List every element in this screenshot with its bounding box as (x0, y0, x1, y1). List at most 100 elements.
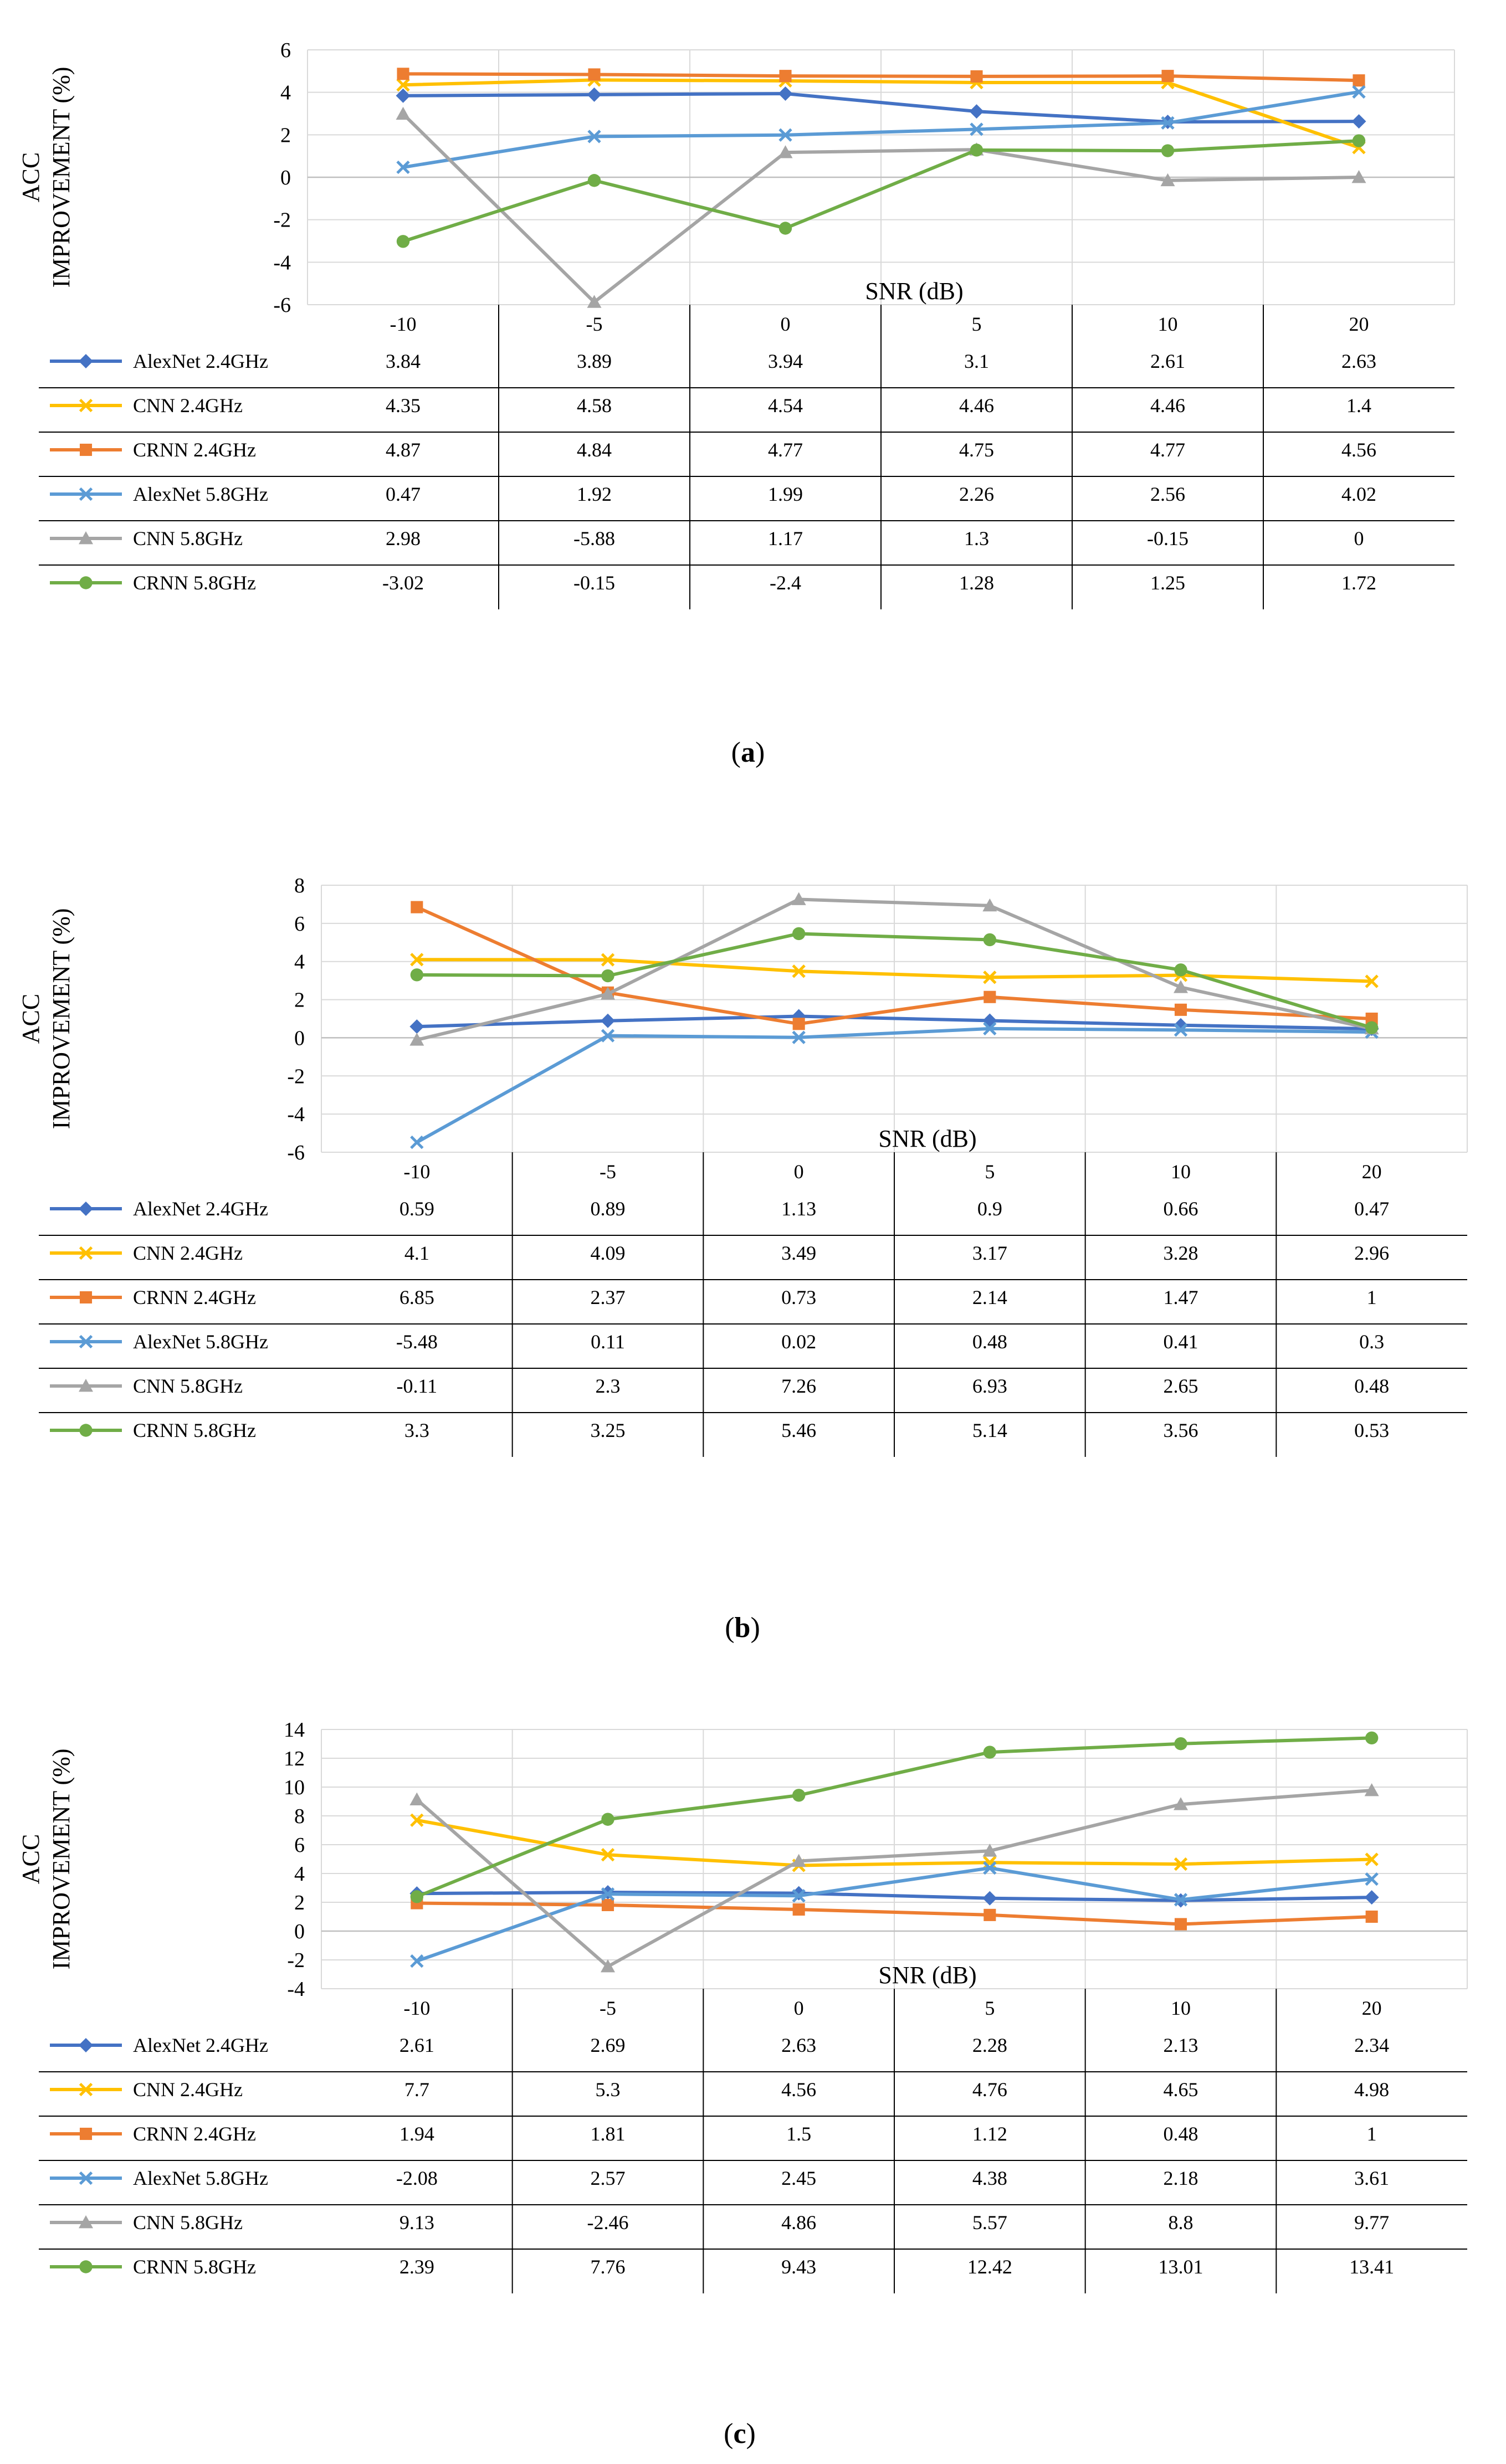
caption-letter: c (733, 2418, 746, 2450)
table-cell: 3.17 (972, 1242, 1007, 1264)
table-cell: 1.47 (1164, 1286, 1198, 1308)
series-line (416, 1866, 1372, 1963)
table-cell: 5.46 (781, 1419, 816, 1441)
table-cell: 1.4 (1346, 394, 1371, 417)
table-cell: 1 (1367, 2123, 1377, 2145)
table-cell: 0.53 (1354, 1419, 1389, 1441)
table-cell: 1.3 (964, 527, 989, 550)
series-line (417, 1891, 1372, 1902)
table-cell: 9.77 (1354, 2211, 1389, 2234)
y-tick-label: 2 (294, 1891, 305, 1914)
data-point (601, 953, 615, 967)
series-3 (410, 1861, 1379, 1968)
series-line (403, 91, 1359, 124)
data-point (397, 68, 409, 80)
data-point (983, 1861, 997, 1875)
table-header-cell: 5 (972, 313, 982, 335)
chart-b: -6 -4 -2 0 2 4 6 8 ACC IMPROVEMENT (%) SNR (dB) -10… (17, 874, 1468, 1644)
data-point (601, 1959, 615, 1973)
table-cell: 4.35 (386, 394, 421, 417)
series-line (403, 78, 1360, 150)
caption-close-paren: ) (750, 1612, 760, 1644)
table-cell: 0.89 (591, 1198, 626, 1220)
table-cell: 7.76 (591, 2256, 626, 2278)
legend-label: CRNN 5.8GHz (133, 1419, 256, 1441)
caption-open-paren: ( (731, 737, 741, 768)
table-cell: -0.15 (1147, 527, 1189, 550)
table-cell: 4.86 (781, 2211, 816, 2234)
table-cell: 4.75 (959, 439, 994, 461)
data-point (791, 892, 806, 905)
table-cell: -0.15 (573, 572, 615, 594)
legend-label: CRNN 2.4GHz (133, 439, 256, 461)
table-cell: 2.61 (1150, 350, 1185, 372)
legend-swatch-marker (79, 1291, 93, 1304)
table-cell: 4.38 (972, 2167, 1007, 2189)
data-point (1174, 1797, 1188, 1810)
y-tick-label: -2 (287, 1949, 305, 1972)
table-cell: 1.25 (1150, 572, 1185, 594)
table-cell: 3.28 (1164, 1242, 1198, 1264)
series-line (416, 1026, 1372, 1144)
table-cell: 9.43 (781, 2256, 816, 2278)
table-cell: 3.89 (577, 350, 612, 372)
data-point (601, 1887, 615, 1901)
table-cell: 1.94 (399, 2123, 434, 2145)
data-point (1365, 1872, 1379, 1886)
data-point (1174, 1737, 1187, 1751)
table-cell: 2.65 (1164, 1375, 1198, 1397)
data-point (1352, 134, 1366, 147)
data-point (396, 160, 410, 174)
data-point (587, 295, 602, 308)
data-point (1365, 1021, 1379, 1034)
table-cell: 4.1 (404, 1242, 429, 1264)
table-cell: 0.02 (781, 1331, 816, 1353)
legend-label: CNN 5.8GHz (133, 2211, 243, 2234)
table-cell: 3.94 (768, 350, 803, 372)
table-cell: 0.47 (1354, 1198, 1389, 1220)
table-cell: 3.84 (386, 350, 421, 372)
y-tick-label: 6 (294, 912, 305, 936)
data-point (1365, 974, 1379, 988)
table-cell: 0.66 (1164, 1198, 1198, 1220)
table-cell: 4.77 (768, 439, 803, 461)
table-cell: 1.12 (972, 2123, 1007, 2145)
legend-label: AlexNet 5.8GHz (133, 2167, 268, 2189)
series-line (402, 112, 1359, 304)
table-cell: 4.56 (1341, 439, 1376, 461)
data-point (1353, 74, 1365, 87)
y-tick-label: 4 (280, 81, 291, 105)
legend-label: CRNN 5.8GHz (133, 2256, 256, 2278)
legend-swatch-marker (79, 1246, 93, 1260)
series-line (416, 1736, 1372, 1898)
table-header-cell: -5 (586, 313, 603, 335)
data-point (410, 953, 424, 967)
data-point (1365, 1910, 1378, 1923)
table-cell: 3.56 (1164, 1419, 1198, 1441)
table-cell: 2.3 (596, 1375, 621, 1397)
table-cell: 1.13 (781, 1198, 816, 1220)
table-cell: 2.13 (1164, 2034, 1198, 2056)
series-line (416, 1818, 1372, 1867)
table-cell: -2.08 (396, 2167, 438, 2189)
table-cell: 9.13 (399, 2211, 434, 2234)
table-header-cell: -10 (390, 313, 417, 335)
data-point (983, 990, 996, 1003)
series-line (403, 72, 1359, 83)
series-line (403, 90, 1359, 169)
table-cell: 4.65 (1164, 2078, 1198, 2101)
y-tick-label: -2 (273, 209, 291, 232)
data-point (587, 130, 601, 143)
y-tick-label: 10 (284, 1776, 305, 1799)
legend-swatch-marker (79, 354, 93, 368)
data-point (1351, 170, 1366, 183)
legend-swatch-marker (79, 1334, 93, 1349)
table-cell: 4.76 (972, 2078, 1007, 2101)
table-cell: 3.25 (591, 1419, 626, 1441)
table-cell: 2.98 (386, 527, 421, 550)
table-cell: 3.49 (781, 1242, 816, 1264)
table-cell: 0.9 (977, 1198, 1002, 1220)
data-point (779, 70, 792, 83)
y-axis-label-line2: IMPROVEMENT (%) (48, 908, 75, 1130)
